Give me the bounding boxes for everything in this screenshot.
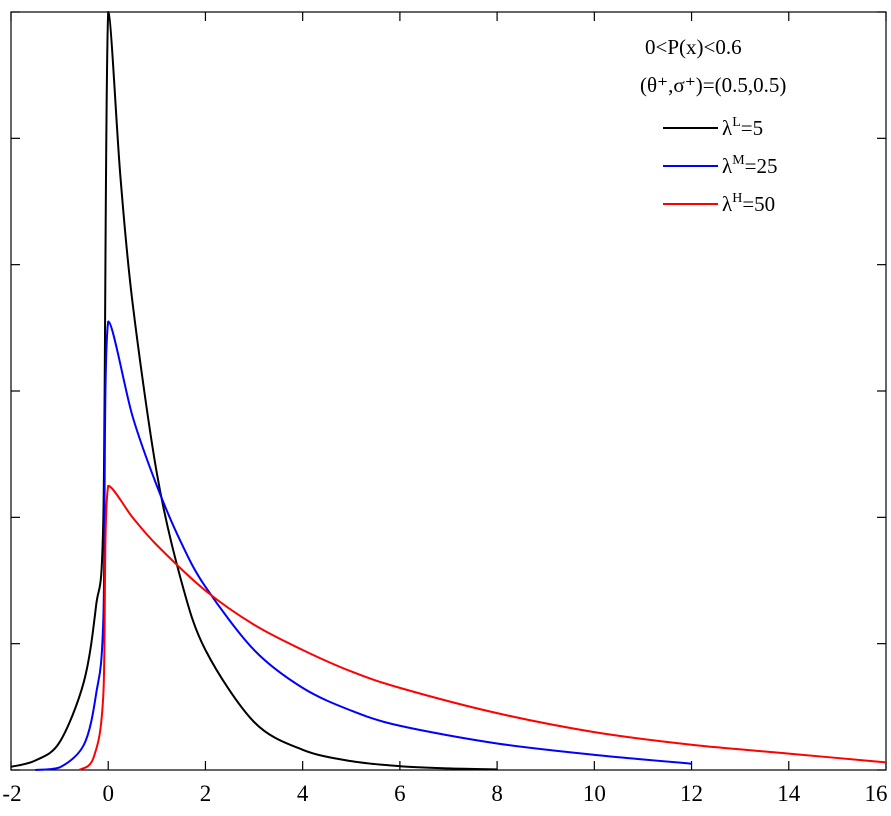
x-tick-label: 4 [297, 781, 309, 806]
legend-note-range: 0<P(x)<0.6 [645, 35, 742, 59]
y-axis-ticks [11, 11, 886, 771]
legend: 0<P(x)<0.6 (θ⁺,σ⁺)=(0.5,0.5) λL=5 λM=25 … [640, 35, 786, 216]
series-line-lambda-H [78, 484, 887, 771]
x-tick-label: 8 [491, 781, 503, 806]
series-line-lambda-M [35, 320, 692, 771]
x-tick-label: 14 [777, 781, 801, 806]
legend-label-mid: λM=25 [722, 153, 777, 178]
x-tick-label: 0 [102, 781, 114, 806]
series-line-lambda-L [10, 11, 498, 771]
x-tick-label: -2 [2, 781, 21, 806]
legend-label-high: λH=50 [722, 191, 775, 216]
x-tick-label: 12 [680, 781, 703, 806]
x-tick-label: 10 [583, 781, 606, 806]
x-axis-ticks: -2 0 2 4 6 8 10 12 14 16 [2, 12, 888, 806]
legend-label-low: λL=5 [722, 115, 763, 140]
x-tick-label: 16 [865, 781, 888, 806]
legend-note-params: (θ⁺,σ⁺)=(0.5,0.5) [640, 73, 786, 97]
x-tick-label: 2 [200, 781, 212, 806]
series-lines [10, 11, 887, 771]
x-tick-label: 6 [394, 781, 406, 806]
